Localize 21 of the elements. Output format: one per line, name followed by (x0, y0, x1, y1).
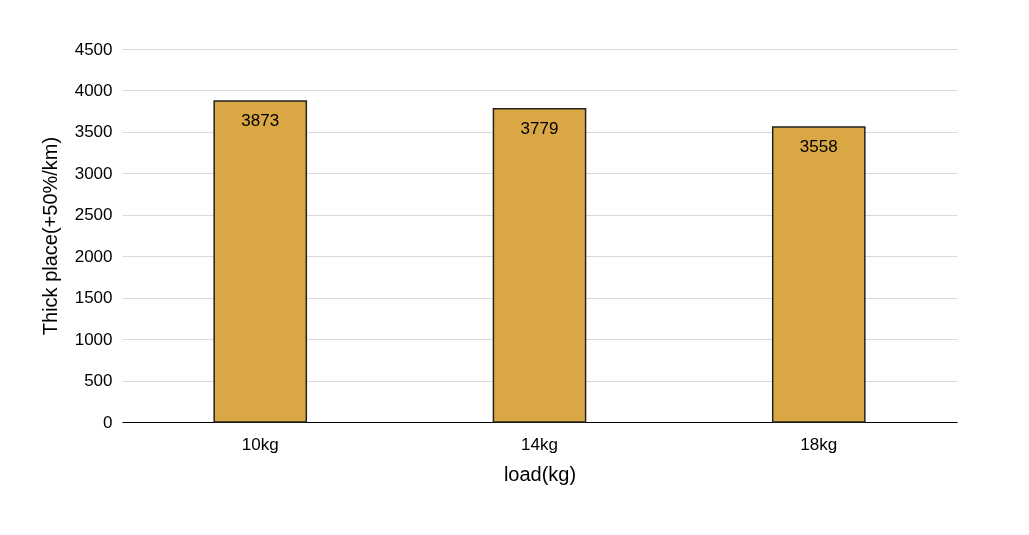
y-tick-label: 500 (84, 371, 113, 391)
y-tick-label: 4000 (74, 80, 113, 100)
bar (771, 126, 866, 423)
bar (492, 108, 587, 423)
x-tick-label: 18kg (800, 434, 838, 454)
y-axis-title: Thick place(+50%/km) (38, 136, 61, 336)
y-tick-label: 2000 (74, 246, 113, 266)
data-label: 3779 (520, 118, 559, 138)
x-tick-label: 14kg (521, 434, 558, 454)
y-tick-label: 1500 (74, 288, 113, 308)
y-tick-label: 3000 (74, 163, 113, 183)
data-label: 3558 (799, 137, 838, 157)
y-tick-label: 2500 (74, 205, 113, 225)
data-label: 3873 (241, 110, 280, 130)
x-tick-label: 10kg (241, 434, 279, 454)
bar (213, 100, 308, 423)
y-tick-label: 3500 (74, 122, 113, 142)
y-tick-label: 4500 (74, 39, 113, 59)
y-tick-label: 1000 (74, 329, 113, 349)
x-axis-title: load(kg) (503, 462, 577, 485)
y-tick-label: 0 (103, 412, 113, 432)
